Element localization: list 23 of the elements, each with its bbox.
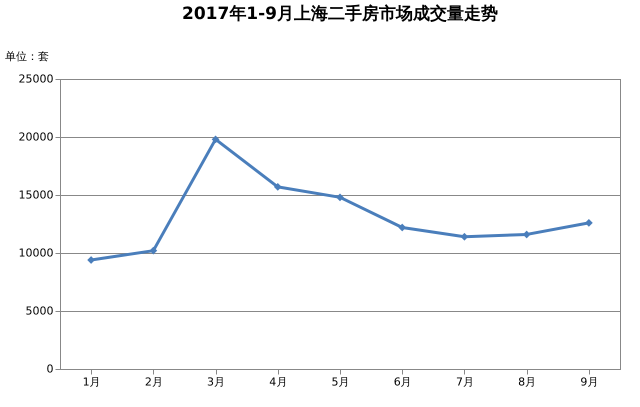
x-tick-label: 7月 bbox=[456, 376, 474, 388]
point bbox=[212, 135, 220, 144]
y-tick-label: 20000 bbox=[18, 130, 54, 144]
y-tick-label: 15000 bbox=[18, 188, 54, 202]
y-tick-label: 10000 bbox=[18, 246, 54, 260]
point bbox=[336, 193, 344, 202]
x-tick-label: 4月 bbox=[269, 376, 288, 388]
x-tick-label: 2月 bbox=[144, 376, 163, 388]
point bbox=[585, 218, 593, 227]
y-tick-label: 0 bbox=[46, 362, 54, 376]
x-tick-label: 9月 bbox=[580, 376, 598, 388]
y-axis-title: 单位：套 bbox=[5, 50, 49, 63]
x-tick-label: 6月 bbox=[394, 376, 412, 388]
point bbox=[149, 246, 158, 255]
y-tick-label: 5000 bbox=[26, 304, 54, 318]
x-tick-label: 5月 bbox=[332, 376, 350, 388]
chart-title: 2017年1-9月上海二手房市场成交量走势 bbox=[182, 4, 498, 24]
y-tick-label: 25000 bbox=[18, 72, 54, 86]
x-tick-label: 8月 bbox=[518, 376, 536, 388]
point bbox=[274, 183, 282, 191]
x-tick-label: 1月 bbox=[82, 376, 101, 388]
point bbox=[87, 256, 95, 264]
x-tick-label: 3月 bbox=[207, 376, 226, 388]
